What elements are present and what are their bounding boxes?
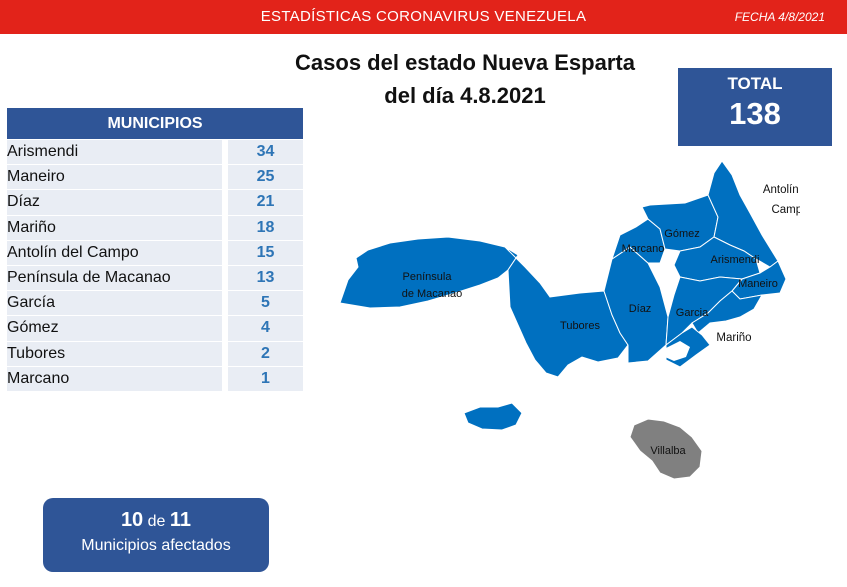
row-name: Maneiro — [7, 164, 222, 191]
row-name: García — [7, 290, 222, 317]
row-value: 2 — [228, 341, 303, 367]
row-value: 5 — [228, 290, 303, 317]
table-row: Maneiro 25 — [7, 164, 303, 191]
affected-label: Municipios afectados — [81, 537, 231, 554]
banner-date: FECHA 4/8/2021 — [734, 10, 825, 24]
lagoon-water — [664, 341, 690, 361]
total-value: 138 — [729, 96, 781, 131]
affected-connector: de — [147, 513, 166, 530]
affected-box: 10 de 11 Municipios afectados — [43, 498, 269, 572]
label-marcano: Marcano — [622, 243, 665, 255]
table-row: Arismendi 34 — [7, 140, 303, 166]
table-row: Marcano 1 — [7, 366, 303, 392]
label-antolin-2: Campo — [771, 204, 800, 216]
row-name: Península de Macanao — [7, 265, 222, 292]
total-box: TOTAL 138 — [678, 68, 832, 146]
map-region-marino — [691, 290, 763, 334]
row-value: 21 — [228, 189, 303, 216]
row-value: 25 — [228, 164, 303, 191]
row-value: 13 — [228, 265, 303, 292]
row-name: Marcano — [7, 366, 222, 392]
municipios-table: Arismendi 34 Maneiro 25 Díaz 21 Mariño 18 An… — [7, 140, 303, 392]
table-row: García 5 — [7, 290, 303, 317]
label-garcia: Garcia — [676, 307, 709, 319]
header-banner: ESTADÍSTICAS CORONAVIRUS VENEZUELA FECHA… — [0, 0, 847, 34]
nueva-esparta-map: Península de Macanao Tubores Díaz Marcan… — [339, 160, 800, 480]
table-header: MUNICIPIOS — [7, 108, 303, 139]
label-tubores: Tubores — [560, 320, 600, 332]
table-row: Península de Macanao 13 — [7, 265, 303, 292]
label-diaz: Díaz — [629, 303, 652, 315]
label-gomez: Gómez — [664, 228, 699, 240]
affected-total: 11 — [169, 509, 192, 531]
label-marino: Mariño — [716, 332, 751, 344]
map-region-tubores — [504, 246, 629, 378]
title-line-1: Casos del estado Nueva Esparta — [295, 50, 635, 75]
map-region-villalba — [629, 418, 703, 480]
table-header-label: MUNICIPIOS — [107, 115, 203, 132]
affected-count-line: 10 de 11 — [43, 509, 269, 532]
banner-title: ESTADÍSTICAS CORONAVIRUS VENEZUELA — [260, 8, 587, 25]
table-row: Mariño 18 — [7, 215, 303, 241]
map-region-coche — [463, 402, 523, 431]
row-name: Mariño — [7, 215, 222, 241]
label-antolin-1: Antolín del — [763, 184, 800, 196]
label-macanao-1: Península — [403, 271, 453, 283]
row-value: 34 — [228, 140, 303, 166]
table-row: Antolín del Campo 15 — [7, 240, 303, 266]
row-name: Arismendi — [7, 140, 222, 166]
row-value: 18 — [228, 215, 303, 241]
row-value: 4 — [228, 315, 303, 342]
title-line-2: del día 4.8.2021 — [384, 83, 546, 108]
row-value: 1 — [228, 366, 303, 392]
row-name: Díaz — [7, 189, 222, 216]
label-arismendi: Arismendi — [711, 254, 760, 266]
row-name: Gómez — [7, 315, 222, 342]
row-value: 15 — [228, 240, 303, 266]
table-row: Gómez 4 — [7, 315, 303, 342]
label-macanao-2: de Macanao — [402, 288, 463, 300]
affected-count: 10 — [120, 509, 144, 531]
row-name: Tubores — [7, 341, 222, 367]
row-name: Antolín del Campo — [7, 240, 222, 266]
page-title: Casos del estado Nueva Esparta del día 4… — [215, 46, 715, 112]
label-villalba: Villalba — [650, 445, 686, 457]
table-row: Tubores 2 — [7, 341, 303, 367]
total-label: TOTAL — [727, 74, 783, 93]
table-row: Díaz 21 — [7, 189, 303, 216]
label-maneiro: Maneiro — [738, 278, 778, 290]
